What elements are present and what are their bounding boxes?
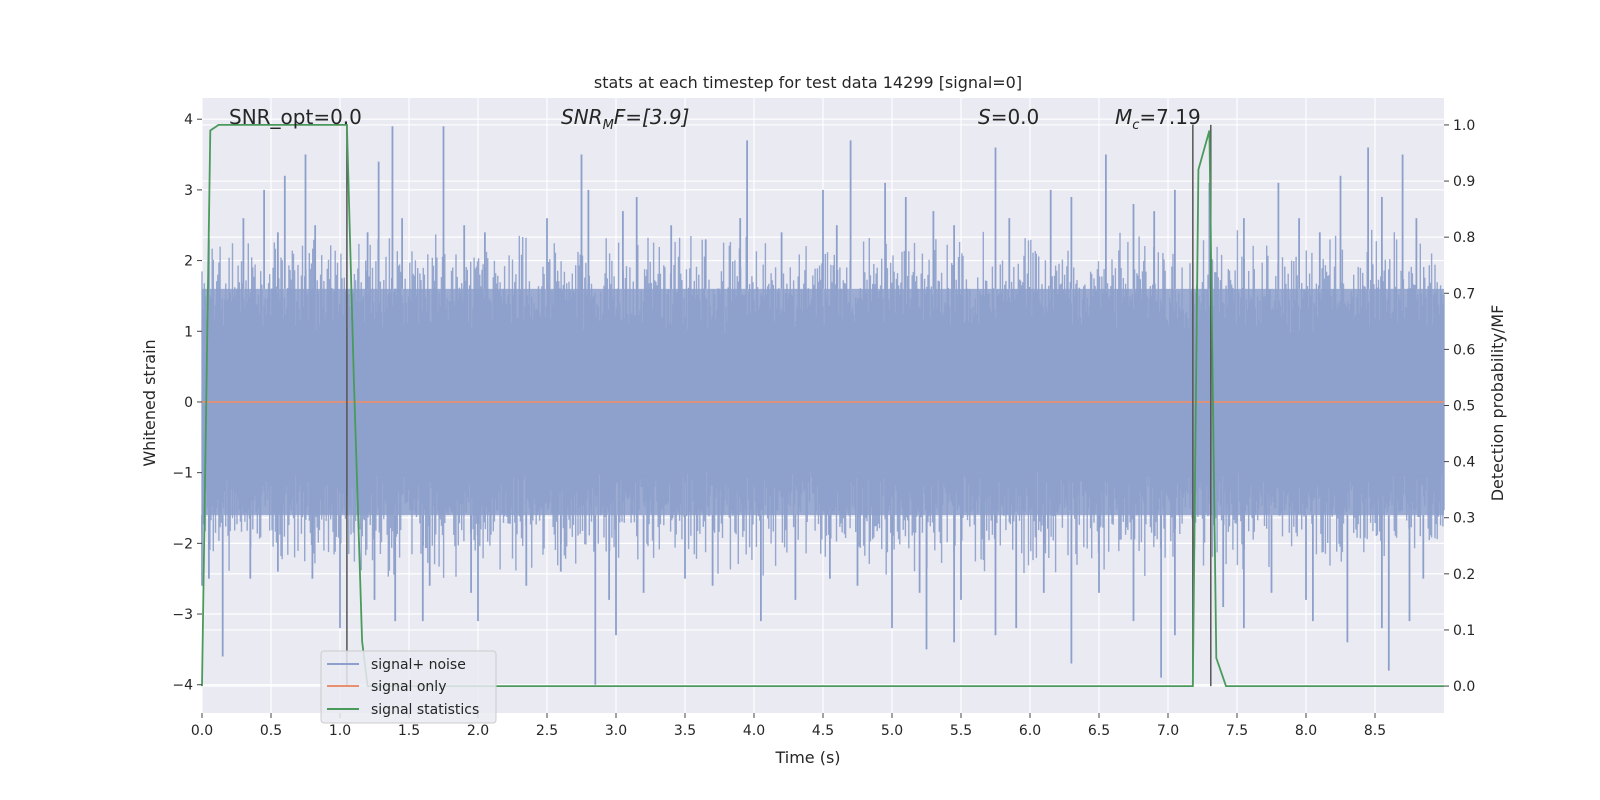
y2-tick-label: 0.2 bbox=[1453, 567, 1475, 583]
legend-label-signal-only: signal only bbox=[371, 679, 446, 695]
annotation-mc: Mc=7.19 bbox=[1115, 105, 1201, 133]
legend-label-signal-statistics: signal statistics bbox=[371, 702, 479, 718]
x-tick-label: 3.0 bbox=[605, 723, 627, 739]
x-tick-label: 1.5 bbox=[398, 723, 420, 739]
y-tick-label: 1 bbox=[184, 324, 193, 340]
y2-tick-label: 0.6 bbox=[1453, 342, 1475, 358]
x-tick-label: 6.5 bbox=[1088, 723, 1110, 739]
x-tick-label: 2.5 bbox=[536, 723, 558, 739]
y2-tick-label: 1.0 bbox=[1453, 118, 1475, 134]
y-tick-label: −1 bbox=[172, 466, 193, 482]
x-tick-label: 4.0 bbox=[743, 723, 765, 739]
x-tick-label: 4.5 bbox=[812, 723, 834, 739]
x-tick-label: 3.5 bbox=[674, 723, 696, 739]
x-tick-label: 1.0 bbox=[329, 723, 351, 739]
annotation-s: S=0.0 bbox=[978, 105, 1039, 129]
x-tick-label: 2.0 bbox=[467, 723, 489, 739]
y2-tick-label: 0.5 bbox=[1453, 399, 1475, 415]
legend-box bbox=[320, 650, 497, 724]
chart-title: stats at each timestep for test data 142… bbox=[594, 73, 1022, 92]
x-tick-label: 5.5 bbox=[950, 723, 972, 739]
y-tick-label: −4 bbox=[172, 678, 193, 694]
legend: signal+ noise signal only signal statist… bbox=[320, 650, 497, 724]
y-axis-ticks: 4 3 2 1 0 −1 −2 −3 −4 bbox=[172, 112, 202, 694]
y-tick-label: 3 bbox=[184, 183, 193, 199]
x-axis-label: Time (s) bbox=[774, 748, 840, 767]
y-tick-label: 2 bbox=[184, 254, 193, 270]
x-tick-label: 8.5 bbox=[1364, 723, 1386, 739]
y2-tick-label: 0.1 bbox=[1453, 623, 1475, 639]
y-tick-label: 4 bbox=[184, 112, 193, 128]
y2-tick-label: 0.8 bbox=[1453, 230, 1475, 246]
data-marks bbox=[201, 124, 1445, 687]
y-tick-label: −3 bbox=[172, 607, 193, 623]
x-tick-label: 7.5 bbox=[1226, 723, 1248, 739]
annotation-snr-mf: SNRMF=[3.9] bbox=[561, 105, 689, 133]
y2-tick-label: 0.7 bbox=[1453, 286, 1475, 302]
y2-axis-label: Detection probability/MF bbox=[1488, 305, 1507, 502]
annotations: SNR_opt=0.0 SNRMF=[3.9] S=0.0 Mc=7.19 bbox=[229, 105, 1201, 133]
x-axis-ticks: 0.0 0.5 1.0 1.5 2.0 2.5 3.0 3.5 4.0 4.5 5.0 5.5 6.0 6… bbox=[191, 713, 1386, 739]
y2-axis-ticks: 1.0 0.9 0.8 0.7 0.6 0.5 0.4 0.3 0.2 0.1 0.0 bbox=[1444, 118, 1475, 695]
y2-tick-label: 0.9 bbox=[1453, 174, 1475, 190]
annotation-snr-opt: SNR_opt=0.0 bbox=[229, 105, 362, 129]
x-tick-label: 0.5 bbox=[260, 723, 282, 739]
y2-tick-label: 0.4 bbox=[1453, 455, 1475, 471]
x-tick-label: 5.0 bbox=[881, 723, 903, 739]
x-tick-label: 8.0 bbox=[1295, 723, 1317, 739]
y-tick-label: −2 bbox=[172, 536, 193, 552]
x-tick-label: 6.0 bbox=[1019, 723, 1041, 739]
y-tick-label: 0 bbox=[184, 395, 193, 411]
x-tick-label: 0.0 bbox=[191, 723, 213, 739]
y-axis-label: Whitened strain bbox=[140, 339, 159, 466]
x-tick-label: 7.0 bbox=[1157, 723, 1179, 739]
legend-label-signal-noise: signal+ noise bbox=[371, 657, 466, 673]
y2-tick-label: 0.0 bbox=[1453, 679, 1475, 695]
y2-tick-label: 0.3 bbox=[1453, 511, 1475, 527]
